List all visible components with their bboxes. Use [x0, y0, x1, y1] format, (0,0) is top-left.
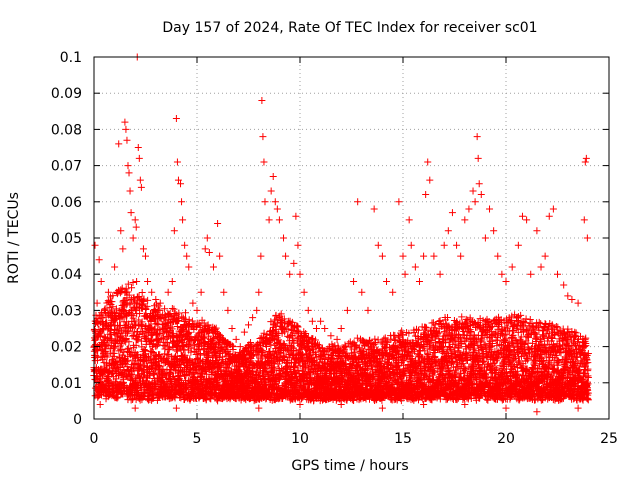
- data-point: [143, 302, 151, 310]
- data-point: [120, 348, 128, 356]
- data-point: [122, 358, 130, 366]
- data-point: [125, 320, 133, 328]
- data-point: [161, 305, 169, 313]
- data-point: [176, 363, 184, 371]
- data-point: [109, 303, 117, 311]
- data-point: [124, 288, 132, 296]
- data-point: [141, 347, 149, 355]
- data-point: [95, 392, 103, 400]
- data-point: [109, 292, 117, 300]
- data-point: [144, 296, 152, 304]
- data-point: [118, 284, 126, 292]
- data-point: [168, 304, 176, 312]
- data-point: [163, 338, 171, 346]
- data-point: [108, 298, 116, 306]
- data-point: [171, 310, 179, 318]
- data-point: [142, 312, 150, 320]
- data-point: [128, 373, 136, 381]
- data-point: [111, 309, 119, 317]
- data-point: [148, 347, 156, 355]
- data-point: [165, 351, 173, 359]
- data-point: [166, 369, 174, 377]
- data-point: [151, 368, 159, 376]
- data-point: [146, 372, 154, 380]
- data-point: [155, 363, 163, 371]
- data-point: [153, 342, 161, 350]
- data-point: [124, 280, 132, 288]
- data-point: [147, 323, 155, 331]
- chart-title: Day 157 of 2024, Rate Of TEC Index for r…: [162, 20, 537, 36]
- data-point: [117, 340, 125, 348]
- data-point: [104, 326, 112, 334]
- data-point: [138, 289, 146, 297]
- data-point: [114, 372, 122, 380]
- data-point: [137, 362, 145, 370]
- data-points: [90, 53, 592, 416]
- data-point: [168, 325, 176, 333]
- data-point: [107, 330, 115, 338]
- data-point: [113, 394, 121, 402]
- data-point: [175, 317, 183, 325]
- data-point: [128, 284, 136, 292]
- data-point: [170, 305, 178, 313]
- data-point: [163, 350, 171, 358]
- data-point: [115, 347, 123, 355]
- data-point: [156, 299, 164, 307]
- data-point: [148, 395, 156, 403]
- data-point: [126, 299, 134, 307]
- data-point: [156, 351, 164, 359]
- data-point: [119, 360, 127, 368]
- data-point: [117, 286, 125, 294]
- data-point: [106, 345, 114, 353]
- data-point: [133, 360, 141, 368]
- data-point: [140, 295, 148, 303]
- data-point: [161, 371, 169, 379]
- data-point: [117, 333, 125, 341]
- data-point: [170, 393, 178, 401]
- data-point: [125, 291, 133, 299]
- data-point: [129, 279, 137, 287]
- data-point: [133, 277, 141, 285]
- data-point: [125, 344, 133, 352]
- data-point: [129, 314, 137, 322]
- data-point: [132, 341, 140, 349]
- data-point: [142, 305, 150, 313]
- data-point: [175, 309, 183, 317]
- data-point: [125, 338, 133, 346]
- data-point: [140, 346, 148, 354]
- data-point: [103, 351, 111, 359]
- data-point: [113, 290, 121, 298]
- data-point: [149, 348, 157, 356]
- data-point: [138, 367, 146, 375]
- grid-lines: [94, 57, 609, 419]
- data-point: [110, 344, 118, 352]
- data-point: [118, 332, 126, 340]
- data-point: [165, 343, 173, 351]
- data-point: [173, 322, 181, 330]
- data-point: [159, 329, 167, 337]
- data-point: [128, 348, 136, 356]
- data-point: [156, 338, 164, 346]
